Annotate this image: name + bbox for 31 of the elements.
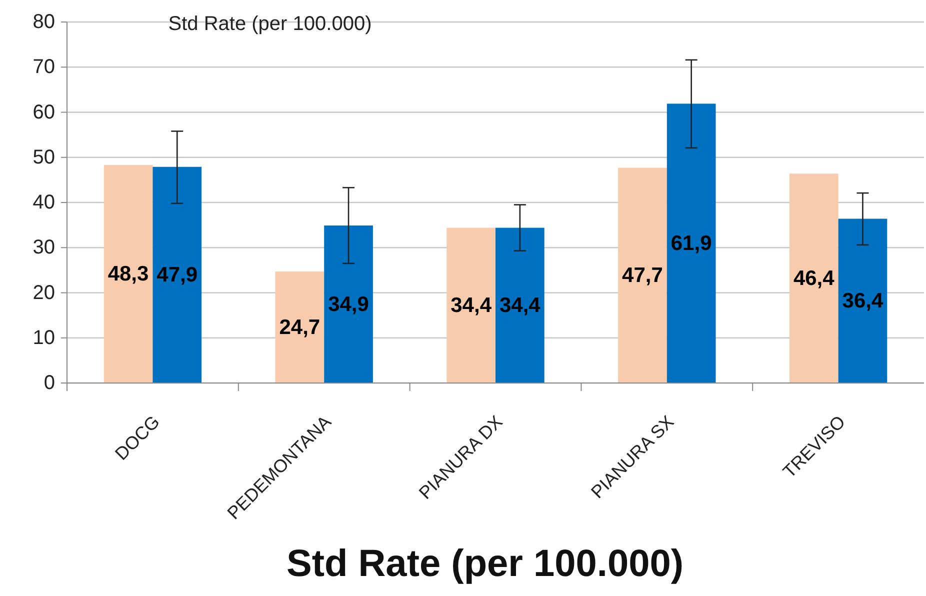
bar (152, 166, 202, 383)
y-tick-label: 30 (32, 236, 55, 259)
y-tick-label: 10 (32, 326, 55, 349)
data-label: 34,9 (328, 292, 369, 316)
y-tick-label: 20 (32, 282, 55, 304)
bar (618, 168, 667, 383)
data-label: 47,9 (156, 263, 198, 286)
y-tick-label: 80 (32, 11, 55, 33)
y-tick-label: 70 (32, 56, 55, 78)
data-label: 34,4 (450, 294, 492, 317)
y-tick-label: 60 (32, 101, 55, 124)
y-tick-label: 40 (32, 192, 55, 214)
data-label: 24,7 (279, 316, 320, 339)
bar (446, 228, 496, 383)
y-tick-label: 50 (32, 146, 55, 168)
bar (666, 104, 716, 383)
data-label: 34,4 (499, 294, 541, 317)
bar (324, 226, 373, 383)
bar (838, 218, 888, 383)
data-label: 36,4 (842, 289, 884, 312)
text: Std Rate (per 100.000) (286, 543, 684, 585)
data-label: 48,3 (108, 262, 149, 286)
bar (275, 272, 324, 383)
y-tick-label: 0 (44, 372, 55, 394)
bar (496, 228, 544, 383)
chart-subtitle: Std Rate (per 100.000) (168, 13, 372, 35)
data-label: 46,4 (793, 266, 835, 290)
bar (104, 165, 153, 383)
data-label: 47,7 (622, 264, 663, 287)
data-label: 61,9 (670, 232, 712, 255)
bar (789, 174, 838, 383)
